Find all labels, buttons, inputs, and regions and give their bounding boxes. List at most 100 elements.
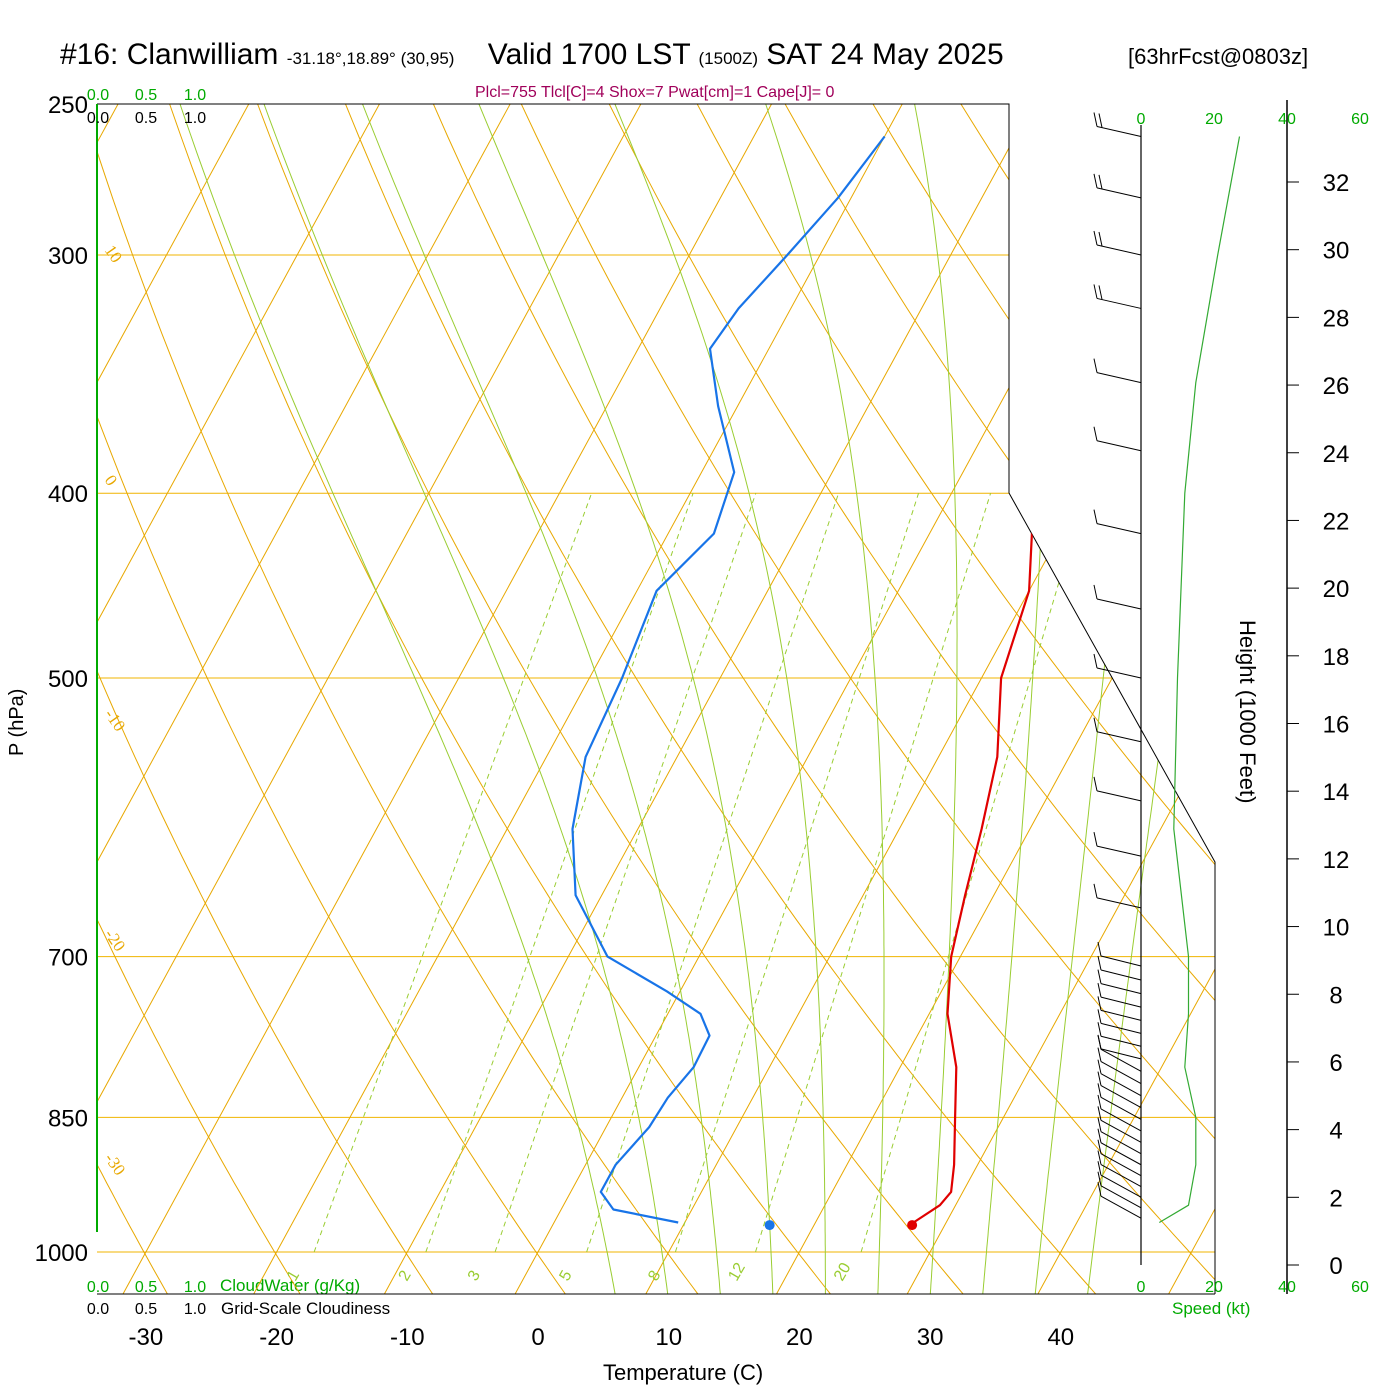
dry-adiabat-line [97,104,305,1294]
height-tick-label: 8 [1329,982,1342,1009]
temperature-surface-marker [907,1220,918,1231]
theta-label: 20 [1107,640,1142,675]
wind-barb-feather [1097,941,1102,957]
forecast-info: [63hrFcst@0803z] [1128,44,1309,69]
wind-barb [1100,955,1142,967]
wind-barb-feather [1097,1059,1102,1074]
dry-adiabat-line [679,104,1215,1294]
x-tick-label: 30 [917,1324,944,1351]
wind-speed-line [1158,136,1241,1224]
wind-barb-feather [1097,1171,1102,1186]
theta-label: 30 [1177,762,1212,797]
wind-barb-feather [1093,284,1098,299]
wind-barb-feather [1093,358,1098,373]
wind-speed-tick-top: 0 [1137,111,1146,128]
cloud-water-tick-top: 0.5 [135,87,157,104]
moist-adiabat-line [478,104,774,1294]
temperature-line [912,135,1167,1224]
wind-barb-feather [1093,426,1098,441]
mixing-ratio-label: 5 [556,1268,575,1284]
sounding-profiles [571,135,1167,1231]
height-tick-label: 10 [1323,915,1350,942]
dry-adiabat-line [766,104,1215,1294]
moist-adiabat-line [179,104,617,1294]
x-tick-label: 10 [655,1324,682,1351]
wind-barb [1100,1164,1142,1187]
wind-barb [1100,1131,1142,1155]
cloudiness-tick-top: 1.0 [184,110,206,127]
dry-adiabat-label: -10 [101,705,130,734]
dry-adiabat-line [97,104,438,1294]
dry-adiabat-line [1113,104,1215,1294]
wind-speed-axis-title: Speed (kt) [1172,1299,1251,1318]
x-tick-label: -20 [259,1324,294,1351]
wind-barb [1096,523,1142,535]
wind-barb-feather [1097,1128,1102,1143]
mixing-ratio-line [494,493,757,1253]
wind-barb [1096,297,1142,309]
mixing-ratio-line [674,493,920,1253]
wind-barb-feather [1093,509,1098,524]
cloud-water-tick-bottom: 0.0 [87,1279,109,1296]
y-tick-label: 700 [48,945,88,972]
height-tick-label: 30 [1323,238,1350,265]
wind-barb-feather [1097,1150,1102,1165]
wind-barb [1100,1108,1142,1132]
cloud-water-label: CloudWater (g/Kg) [220,1276,361,1295]
isotherm-line [772,104,1215,1294]
chart-title: #16: Clanwilliam -31.18°,18.89° (30,95) … [60,38,1004,72]
dry-adiabat-line [244,104,969,1294]
isotherm-line [97,104,383,1294]
wind-barb-feather [1097,955,1102,971]
isotherm-line [97,104,644,1294]
wind-barb-feather [1097,1022,1102,1037]
wind-barb [1100,1195,1142,1219]
wind-speed-tick-bottom: 60 [1351,1279,1369,1296]
wind-barb [1096,372,1142,384]
wind-barb [1100,1073,1142,1097]
isotherm-line [250,104,905,1294]
plot-frame-outline [97,103,1216,1294]
wind-barb-feather [1098,174,1103,189]
wind-barb [1100,1048,1142,1072]
height-tick-label: 12 [1323,847,1350,874]
wind-barb [1100,996,1142,1008]
dry-adiabat-line [97,104,704,1294]
mixing-ratio-line [586,493,840,1253]
height-tick-label: 14 [1323,779,1350,806]
wind-barb-feather [1097,1139,1102,1154]
station-name: #16: Clanwilliam [60,38,279,71]
wind-barb [1100,969,1142,981]
wind-barb [1096,598,1142,610]
mixing-ratio-line [425,493,694,1253]
wind-barb [1096,845,1142,857]
wind-barb [1100,1119,1142,1143]
moist-adiabat-line [981,104,1049,1294]
isotherm-line [511,104,1167,1294]
wind-barb-feather [1093,173,1098,188]
wind-barb-feather [1097,996,1102,1011]
isotherm-line [1296,100,1400,1300]
dewpoint-line [571,135,886,1224]
wind-barb [1100,1035,1142,1047]
x-tick-label: 40 [1047,1324,1074,1351]
isotherm-line [380,104,1036,1294]
cloud-water-tick-top: 0.0 [87,87,109,104]
wind-barb [1100,1048,1142,1060]
wind-barb [1100,1185,1142,1209]
dewpoint-surface-marker [764,1220,775,1231]
wind-barb-feather [1098,113,1103,128]
theta-label: 0 [1007,327,1032,355]
dry-adiabat-label: -20 [101,925,130,954]
wind-panel [1093,112,1241,1224]
isotherm-line [97,104,252,1294]
wind-speed-tick-top: 20 [1205,111,1223,128]
cloudiness-tick-bottom: 0.5 [135,1301,157,1318]
valid-date: SAT 24 May 2025 [766,38,1004,71]
height-tick-label: 22 [1323,508,1350,535]
height-tick-label: 6 [1329,1050,1342,1077]
dry-adiabat-line [0,70,38,1300]
moist-adiabat-line [614,104,826,1294]
